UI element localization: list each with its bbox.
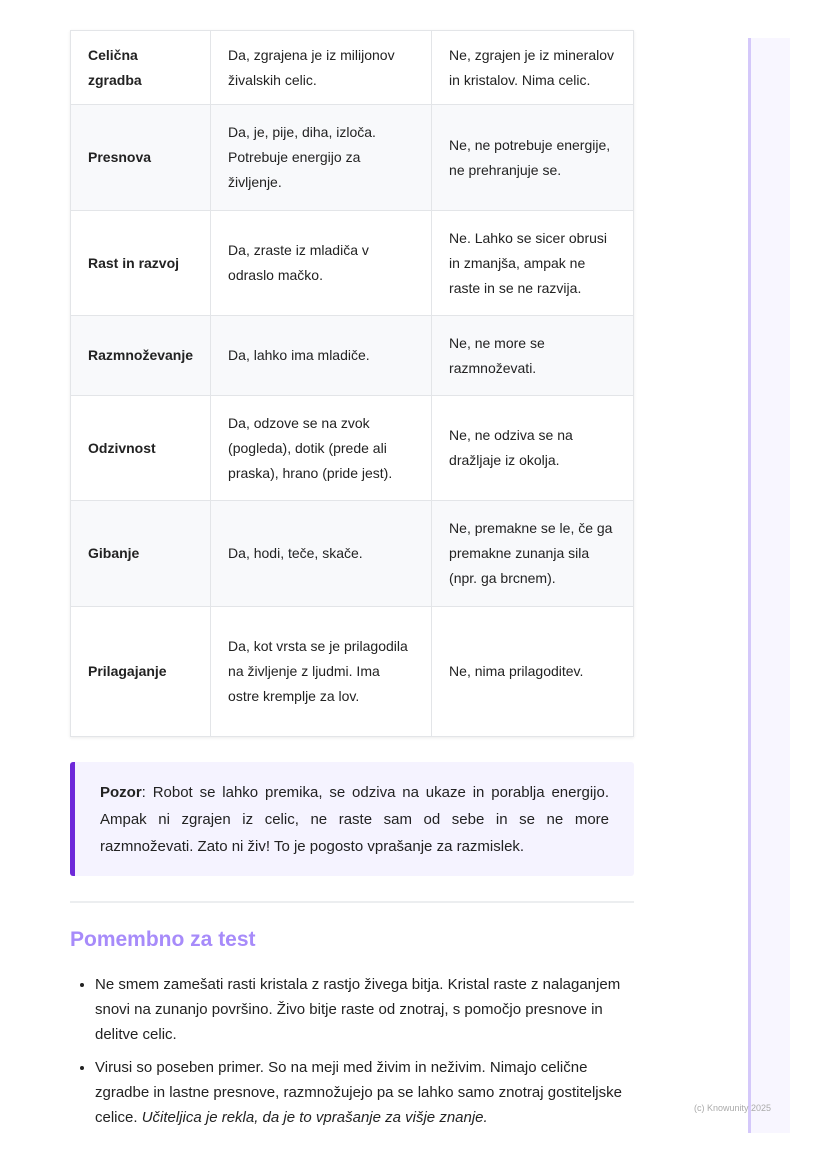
cell-cat: Da, zraste iz mladiča v odraslo mačko. bbox=[210, 210, 433, 316]
warning-callout: Pozor: Robot se lahko premika, se odziva… bbox=[70, 762, 634, 876]
cell-stone: Ne, zgrajen je iz mineralov in kristalov… bbox=[431, 30, 634, 105]
callout-text: : Robot se lahko premika, se odziva na u… bbox=[100, 784, 609, 855]
side-panel bbox=[748, 38, 790, 1133]
cell-cat: Da, odzove se na zvok (pogleda), dotik (… bbox=[210, 395, 433, 501]
cell-cat: Da, hodi, teče, skače. bbox=[210, 500, 433, 607]
table-row: Presnova Da, je, pije, diha, izloča. Potr… bbox=[69, 104, 634, 211]
cell-stone: Ne, premakne se le, če ga premakne zunan… bbox=[431, 500, 634, 607]
cell-criterion: Prilagajanje bbox=[69, 606, 212, 737]
cell-cat: Da, zgrajena je iz milijonov živalskih c… bbox=[210, 30, 433, 105]
cell-criterion: Rast in razvoj bbox=[69, 210, 212, 316]
bullet-text: Virusi so poseben primer. So na meji med… bbox=[95, 1059, 622, 1126]
cell-stone: Ne, nima prilagoditev. bbox=[431, 606, 634, 737]
table-row: Razmnoževanje Da, lahko ima mladiče. Ne, n… bbox=[69, 315, 634, 396]
cell-stone: Ne. Lahko se sicer obrusi in zmanjša, am… bbox=[431, 210, 634, 316]
divider bbox=[70, 901, 634, 903]
bullet-text: Ne smem zamešati rasti kristala z rastjo… bbox=[95, 976, 621, 1043]
table-row: Celična zgradba Da, zgrajena je iz milijo… bbox=[69, 30, 634, 105]
table-row: Rast in razvoj Da, zraste iz mladiča v od… bbox=[69, 210, 634, 316]
bullet-list: Ne smem zamešati rasti kristala z rastjo… bbox=[95, 972, 630, 1138]
cell-criterion: Celična zgradba bbox=[69, 30, 212, 105]
cell-criterion: Odzivnost bbox=[69, 395, 212, 501]
copyright: (c) Knowunity 2025 bbox=[694, 1103, 772, 1113]
table-row: Odzivnost Da, odzove se na zvok (pogleda)… bbox=[69, 395, 634, 501]
cell-criterion: Razmnoževanje bbox=[69, 315, 212, 396]
cell-cat: Da, lahko ima mladiče. bbox=[210, 315, 433, 396]
cell-stone: Ne, ne potrebuje energije, ne prehranjuj… bbox=[431, 104, 634, 211]
bullet-italic-note: Učiteljica je rekla, da je to vprašanje … bbox=[141, 1109, 488, 1126]
cell-cat: Da, je, pije, diha, izloča. Potrebuje en… bbox=[210, 104, 433, 211]
list-item: Ne smem zamešati rasti kristala z rastjo… bbox=[95, 972, 630, 1047]
cell-stone: Ne, ne more se razmnoževati. bbox=[431, 315, 634, 396]
callout-label: Pozor bbox=[100, 784, 142, 801]
table-row: Prilagajanje Da, kot vrsta se je prilagod… bbox=[69, 606, 634, 737]
list-item: Virusi so poseben primer. So na meji med… bbox=[95, 1055, 630, 1130]
cell-stone: Ne, ne odziva se na dražljaje iz okolja. bbox=[431, 395, 634, 501]
section-title: Pomembno za test bbox=[70, 928, 256, 951]
table-row: Gibanje Da, hodi, teče, skače. Ne, premakn… bbox=[69, 500, 634, 607]
cell-criterion: Gibanje bbox=[69, 500, 212, 607]
comparison-table: Celična zgradba Da, zgrajena je iz milijo… bbox=[69, 30, 634, 737]
cell-cat: Da, kot vrsta se je prilagodila na življ… bbox=[210, 606, 433, 737]
cell-criterion: Presnova bbox=[69, 104, 212, 211]
